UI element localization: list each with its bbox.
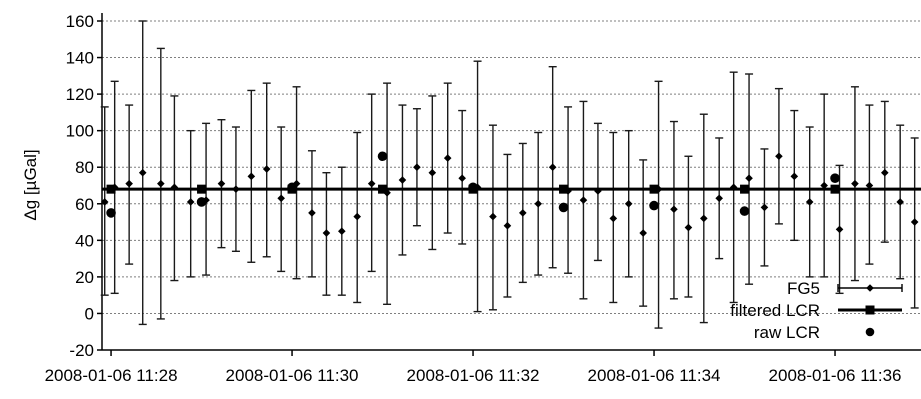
fg5-point [820, 181, 828, 190]
y-tick-label: 160 [66, 12, 94, 31]
fg5-point [428, 168, 437, 177]
legend-label: filtered LCR [730, 301, 820, 320]
raw-lcr-point [558, 202, 569, 213]
fg5-point [353, 212, 362, 221]
legend: FG5 filtered LCR raw LCR [730, 279, 903, 342]
filtered-lcr-point [378, 184, 388, 194]
y-tick-label: 0 [85, 304, 94, 323]
fg5-point [170, 183, 179, 192]
filtered-lcr-point [197, 184, 207, 194]
y-axis-label: Δg [µGal] [21, 149, 40, 220]
fg5-point [338, 227, 346, 235]
x-tick-label: 2008-01-06 11:32 [407, 366, 540, 385]
fg5-point [157, 179, 165, 188]
y-tick-label: 40 [75, 231, 94, 250]
fg5-point [564, 187, 572, 195]
raw-lcr-point [287, 182, 297, 193]
fg5-point [534, 199, 542, 208]
filtered-lcr-point [740, 184, 750, 194]
fg5-point [715, 194, 723, 203]
legend-filtered-marker [865, 305, 875, 315]
fg5-point [639, 229, 647, 237]
fg5-point [413, 163, 421, 172]
y-tick-label: 120 [66, 85, 94, 104]
fg5-point [186, 198, 195, 206]
fg5-point [745, 174, 753, 182]
legend-label: FG5 [787, 279, 820, 298]
raw-lcr-point [196, 197, 207, 207]
raw-lcr-point [377, 151, 388, 162]
fg5-point [443, 154, 452, 162]
fg5-point [383, 189, 391, 197]
fg5-point [684, 223, 693, 232]
fg5-point [138, 168, 147, 177]
filtered-lcr-point [830, 184, 840, 194]
filtered-lcr-point [649, 184, 659, 194]
fg5-point [322, 229, 331, 237]
fg5-point [125, 179, 133, 188]
fg5-point [292, 179, 301, 188]
raw-lcr-point [468, 182, 478, 193]
filtered-lcr-point [106, 184, 116, 194]
data-layer [100, 20, 921, 329]
y-tick-label: 80 [75, 158, 94, 177]
fg5-point [775, 152, 783, 161]
legend-fg5-marker [866, 284, 874, 292]
axis-layer: -20 0 20 40 60 80 100 120 140 160 2008-01-06 11:28… [45, 12, 921, 385]
fg5-point [670, 205, 678, 214]
x-tick-label: 2008-01-06 11:28 [45, 366, 178, 385]
fg5-point [398, 176, 407, 184]
y-tick-label: 20 [75, 268, 94, 287]
legend-label: raw LCR [754, 323, 820, 342]
y-tick-label: 100 [66, 122, 94, 141]
fg5-point [881, 168, 889, 177]
y-tick-label: 140 [66, 49, 94, 68]
fg5-point [489, 212, 497, 221]
fg5-point [760, 203, 769, 212]
fg5-point [624, 199, 633, 208]
fg5-point [458, 174, 466, 182]
fg5-point [865, 181, 874, 190]
fg5-point [100, 198, 109, 206]
y-tick-label: 60 [75, 195, 94, 214]
fg5-point [835, 225, 844, 234]
x-tick-label: 2008-01-06 11:30 [226, 366, 359, 385]
raw-lcr-point [106, 208, 116, 218]
fg5-point [896, 198, 904, 206]
fg5-point [262, 165, 271, 173]
raw-lcr-point [739, 206, 750, 216]
x-tick-label: 2008-01-06 11:34 [588, 366, 721, 385]
fg5-point [308, 209, 316, 217]
fg5-point [503, 221, 512, 230]
fg5-point [910, 218, 919, 226]
fg5-point [790, 172, 799, 181]
x-tick-label: 2008-01-06 11:36 [769, 366, 902, 385]
y-tick-label: -20 [69, 341, 94, 360]
fg5-point [579, 196, 588, 204]
raw-lcr-point [649, 200, 659, 211]
fg5-point [609, 214, 618, 223]
fg5-point [700, 214, 708, 223]
fg5-point [247, 172, 256, 181]
fg5-point [217, 179, 226, 188]
fg5-point [805, 198, 814, 206]
filtered-lcr-point [559, 184, 569, 194]
raw-lcr-point [830, 173, 840, 183]
legend-raw-marker [865, 327, 875, 337]
fg5-point [277, 194, 285, 203]
fg5-point [367, 179, 376, 188]
grid-layer [102, 20, 921, 351]
fg5-point [519, 209, 527, 217]
fg5-point [851, 179, 859, 188]
fg5-point [548, 163, 557, 172]
